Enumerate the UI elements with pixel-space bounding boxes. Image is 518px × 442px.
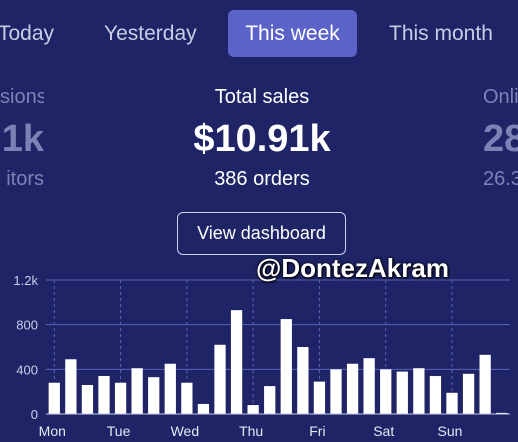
x-tick-label: Sun bbox=[438, 423, 463, 439]
online-label: Onli bbox=[483, 86, 518, 108]
bar bbox=[396, 371, 408, 414]
bar bbox=[98, 376, 110, 414]
bar bbox=[230, 310, 243, 414]
bar bbox=[181, 382, 193, 414]
bar bbox=[363, 358, 375, 414]
watermark-text: @DontezAkram bbox=[256, 253, 449, 283]
bar bbox=[297, 347, 309, 414]
y-tick-label: 0 bbox=[31, 407, 38, 422]
bar bbox=[413, 368, 425, 414]
bar bbox=[446, 392, 458, 414]
bar bbox=[131, 368, 143, 414]
view-dashboard-button[interactable]: View dashboard bbox=[177, 212, 346, 255]
online-value: 28 bbox=[483, 118, 518, 160]
x-tick-label: Thu bbox=[239, 423, 263, 439]
tab-today[interactable]: Today bbox=[0, 22, 55, 45]
bar bbox=[313, 381, 326, 414]
x-tick-label: Tue bbox=[107, 423, 131, 439]
bar bbox=[462, 373, 475, 414]
y-tick-label: 400 bbox=[16, 362, 38, 377]
online-sub: 26.3 bbox=[483, 168, 518, 190]
bar bbox=[114, 382, 127, 414]
bar bbox=[214, 344, 226, 414]
online-stat: Onli 28 26.3 bbox=[483, 84, 518, 192]
tab-this-week[interactable]: This week bbox=[228, 10, 357, 57]
y-tick-label: 1.2k bbox=[13, 273, 38, 288]
bar bbox=[429, 376, 442, 414]
bar bbox=[380, 369, 392, 414]
total-sales-stat: Total sales $10.91k 386 orders bbox=[160, 84, 364, 192]
bar bbox=[197, 403, 210, 414]
x-tick-label: Fri bbox=[309, 423, 325, 439]
x-tick-label: Mon bbox=[39, 423, 66, 439]
x-tick-label: Wed bbox=[171, 423, 200, 439]
bar bbox=[247, 405, 259, 414]
x-tick-label: Sat bbox=[373, 423, 394, 439]
bar bbox=[330, 369, 342, 414]
bar bbox=[264, 386, 276, 414]
sessions-label: sions bbox=[0, 86, 44, 108]
bar bbox=[81, 384, 94, 414]
bar bbox=[280, 319, 292, 414]
sales-bar-chart: 0 400 800 1.2k Mon Tue Wed Thu Fri Sat Sun bbox=[13, 273, 510, 439]
y-tick-label: 800 bbox=[16, 318, 38, 333]
sessions-stat: sions 1k itors bbox=[0, 84, 44, 192]
bar bbox=[48, 382, 60, 414]
bar bbox=[479, 354, 491, 414]
bar bbox=[164, 363, 176, 414]
total-sales-label: Total sales bbox=[214, 86, 310, 108]
sessions-sub: itors bbox=[6, 168, 44, 190]
bar bbox=[346, 363, 359, 414]
sessions-value: 1k bbox=[1, 118, 44, 160]
tab-this-month[interactable]: This month bbox=[389, 22, 493, 45]
total-sales-value: $10.91k bbox=[193, 118, 331, 160]
bar bbox=[65, 359, 77, 414]
date-range-tabs: Today Yesterday This week This month bbox=[0, 10, 518, 57]
bar bbox=[496, 412, 508, 414]
orders-count: 386 orders bbox=[214, 168, 310, 190]
tab-yesterday[interactable]: Yesterday bbox=[104, 22, 197, 45]
bar bbox=[148, 377, 160, 414]
